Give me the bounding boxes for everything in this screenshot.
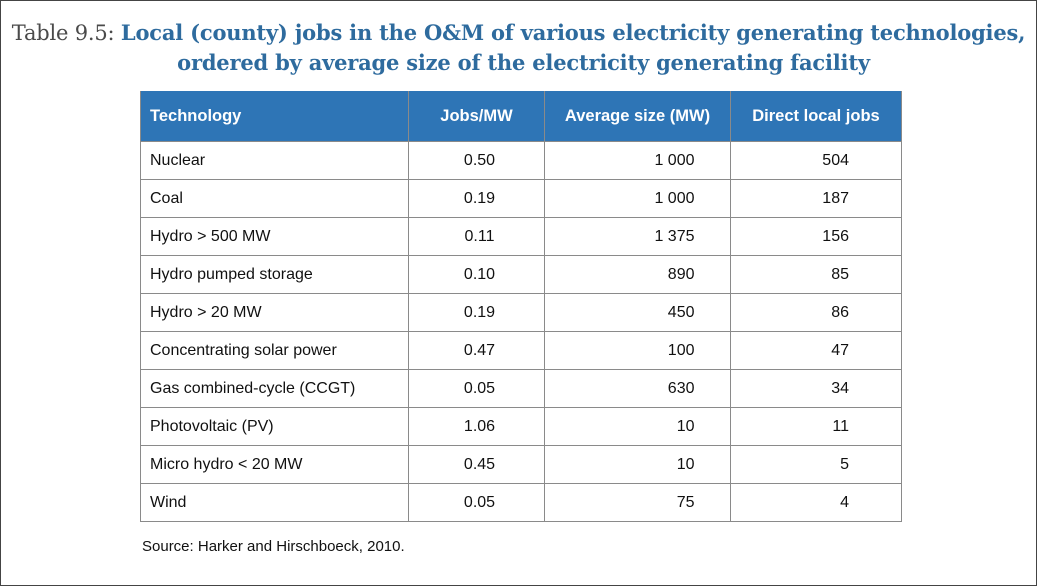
cell-technology: Hydro pumped storage xyxy=(140,255,409,294)
cell-technology: Nuclear xyxy=(140,141,409,180)
cell-average-size: 10 xyxy=(544,407,731,446)
cell-jobs-per-mw-value: 1.06 xyxy=(463,417,496,435)
cell-technology: Concentrating solar power xyxy=(140,331,409,370)
cell-average-size-value: 630 xyxy=(667,379,695,397)
table-row: Nuclear 0.50 1 000 504 xyxy=(140,141,902,180)
cell-technology: Photovoltaic (PV) xyxy=(140,407,409,446)
cell-jobs-per-mw: 0.11 xyxy=(408,217,545,256)
caption-title-line-2: ordered by average size of the electrici… xyxy=(177,50,870,75)
source-note: Source: Harker and Hirschboeck, 2010. xyxy=(142,538,405,555)
cell-direct-local-jobs-value: 4 xyxy=(840,493,849,511)
cell-technology: Wind xyxy=(140,483,409,522)
cell-jobs-per-mw: 0.47 xyxy=(408,331,545,370)
cell-direct-local-jobs: 4 xyxy=(730,483,902,522)
cell-jobs-per-mw: 0.50 xyxy=(408,141,545,180)
caption-line-1: Table 9.5: Local (county) jobs in the O&… xyxy=(0,18,1037,48)
cell-direct-local-jobs: 34 xyxy=(730,369,902,408)
header-direct-local-jobs: Direct local jobs xyxy=(730,91,902,142)
cell-average-size-value: 450 xyxy=(667,303,695,321)
cell-average-size: 75 xyxy=(544,483,731,522)
cell-technology: Gas combined-cycle (CCGT) xyxy=(140,369,409,408)
cell-jobs-per-mw: 1.06 xyxy=(408,407,545,446)
cell-jobs-per-mw-value: 0.19 xyxy=(463,303,496,321)
cell-jobs-per-mw: 0.10 xyxy=(408,255,545,294)
header-jobs-per-mw: Jobs/MW xyxy=(408,91,545,142)
cell-direct-local-jobs-value: 156 xyxy=(822,227,849,245)
cell-direct-local-jobs-value: 187 xyxy=(822,189,849,207)
cell-jobs-per-mw-value: 0.47 xyxy=(463,341,496,359)
cell-jobs-per-mw-value: 0.11 xyxy=(464,227,495,245)
table-body: Nuclear 0.50 1 000 504 Coal 0.19 1 000 187 Hydro… xyxy=(140,141,902,522)
table-row: Photovoltaic (PV) 1.06 10 11 xyxy=(140,407,902,446)
cell-jobs-per-mw: 0.05 xyxy=(408,369,545,408)
cell-jobs-per-mw-value: 0.10 xyxy=(463,265,496,283)
cell-jobs-per-mw-value: 0.05 xyxy=(463,493,496,511)
cell-average-size-value: 100 xyxy=(667,341,695,359)
cell-technology: Micro hydro < 20 MW xyxy=(140,445,409,484)
cell-jobs-per-mw: 0.45 xyxy=(408,445,545,484)
cell-average-size-value: 1 000 xyxy=(654,189,695,207)
table-row: Gas combined-cycle (CCGT) 0.05 630 34 xyxy=(140,369,902,408)
cell-direct-local-jobs: 86 xyxy=(730,293,902,332)
cell-average-size: 1 000 xyxy=(544,141,731,180)
cell-average-size-value: 10 xyxy=(676,455,695,473)
table-caption: Table 9.5: Local (county) jobs in the O&… xyxy=(0,18,1037,77)
cell-direct-local-jobs-value: 504 xyxy=(822,151,849,169)
cell-direct-local-jobs-value: 34 xyxy=(831,379,849,397)
caption-title-line-1: Local (county) jobs in the O&M of variou… xyxy=(120,20,1026,45)
cell-technology: Hydro > 20 MW xyxy=(140,293,409,332)
cell-direct-local-jobs-value: 5 xyxy=(840,455,849,473)
cell-jobs-per-mw-value: 0.05 xyxy=(463,379,496,397)
cell-direct-local-jobs: 504 xyxy=(730,141,902,180)
table-row: Coal 0.19 1 000 187 xyxy=(140,179,902,218)
caption-label: Table 9.5: xyxy=(11,21,115,45)
cell-average-size: 450 xyxy=(544,293,731,332)
cell-jobs-per-mw: 0.19 xyxy=(408,293,545,332)
cell-average-size-value: 10 xyxy=(676,417,695,435)
cell-direct-local-jobs-value: 47 xyxy=(831,341,849,359)
cell-average-size: 890 xyxy=(544,255,731,294)
cell-direct-local-jobs-value: 11 xyxy=(832,417,849,435)
cell-technology: Coal xyxy=(140,179,409,218)
cell-jobs-per-mw-value: 0.50 xyxy=(463,151,496,169)
cell-direct-local-jobs: 85 xyxy=(730,255,902,294)
cell-direct-local-jobs: 187 xyxy=(730,179,902,218)
cell-jobs-per-mw: 0.19 xyxy=(408,179,545,218)
cell-average-size-value: 75 xyxy=(676,493,695,511)
cell-direct-local-jobs: 156 xyxy=(730,217,902,256)
table-row: Concentrating solar power 0.47 100 47 xyxy=(140,331,902,370)
cell-direct-local-jobs: 5 xyxy=(730,445,902,484)
cell-direct-local-jobs-value: 86 xyxy=(831,303,849,321)
cell-average-size-value: 1 375 xyxy=(654,227,695,245)
cell-average-size: 1 375 xyxy=(544,217,731,256)
header-average-size: Average size (MW) xyxy=(544,91,731,142)
cell-average-size: 630 xyxy=(544,369,731,408)
jobs-table: Technology Jobs/MW Average size (MW) Dir… xyxy=(140,91,902,522)
cell-average-size: 100 xyxy=(544,331,731,370)
cell-direct-local-jobs: 47 xyxy=(730,331,902,370)
cell-average-size: 1 000 xyxy=(544,179,731,218)
cell-jobs-per-mw: 0.05 xyxy=(408,483,545,522)
table-row: Hydro pumped storage 0.10 890 85 xyxy=(140,255,902,294)
table-row: Hydro > 20 MW 0.19 450 86 xyxy=(140,293,902,332)
header-technology: Technology xyxy=(140,91,409,142)
cell-average-size: 10 xyxy=(544,445,731,484)
cell-jobs-per-mw-value: 0.19 xyxy=(463,189,496,207)
cell-direct-local-jobs: 11 xyxy=(730,407,902,446)
cell-average-size-value: 890 xyxy=(667,265,695,283)
table-row: Hydro > 500 MW 0.11 1 375 156 xyxy=(140,217,902,256)
cell-direct-local-jobs-value: 85 xyxy=(831,265,849,283)
cell-jobs-per-mw-value: 0.45 xyxy=(463,455,496,473)
cell-technology: Hydro > 500 MW xyxy=(140,217,409,256)
cell-average-size-value: 1 000 xyxy=(654,151,695,169)
table-header-row: Technology Jobs/MW Average size (MW) Dir… xyxy=(140,91,902,142)
table-row: Wind 0.05 75 4 xyxy=(140,483,902,522)
table-row: Micro hydro < 20 MW 0.45 10 5 xyxy=(140,445,902,484)
